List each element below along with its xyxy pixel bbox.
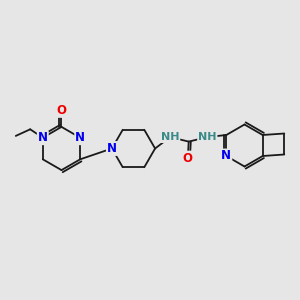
Text: N: N xyxy=(38,131,48,144)
Text: O: O xyxy=(56,104,67,117)
Text: NH: NH xyxy=(161,132,179,142)
Text: N: N xyxy=(221,149,231,163)
Text: N: N xyxy=(75,131,85,144)
Text: O: O xyxy=(183,152,193,165)
Text: NH: NH xyxy=(198,132,217,142)
Text: N: N xyxy=(107,142,117,155)
